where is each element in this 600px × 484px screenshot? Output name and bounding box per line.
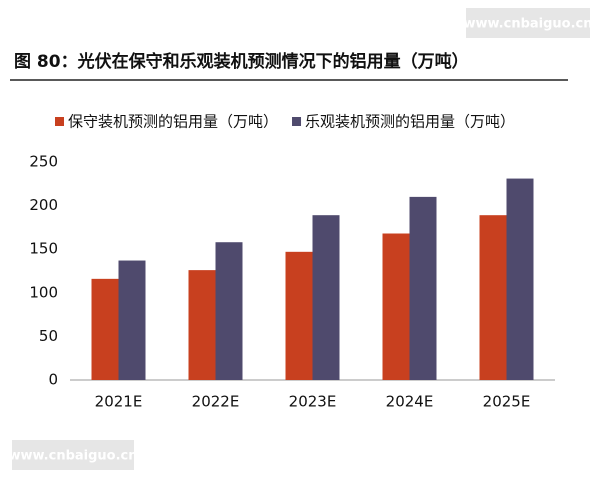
x-tick-label: 2024E	[386, 393, 434, 411]
y-tick-label: 100	[29, 283, 58, 301]
x-tick-label: 2021E	[95, 393, 143, 411]
bar	[215, 242, 243, 380]
bar	[118, 260, 146, 380]
legend-label: 保守装机预测的铝用量（万吨）	[68, 113, 278, 131]
legend-label: 乐观装机预测的铝用量（万吨）	[305, 113, 515, 131]
watermark: www.cnbaiguo.cn	[8, 449, 137, 464]
watermark-box	[466, 8, 590, 38]
y-tick-label: 50	[39, 327, 58, 345]
legend-swatch	[55, 117, 64, 126]
x-tick-label: 2022E	[192, 393, 240, 411]
bar	[382, 233, 410, 380]
bar	[506, 178, 534, 380]
x-tick-label: 2025E	[483, 393, 531, 411]
chart-title: 图 80：光伏在保守和乐观装机预测情况下的铝用量（万吨）	[14, 51, 469, 72]
bar	[285, 251, 313, 380]
bar	[479, 215, 507, 380]
bar	[312, 215, 340, 380]
watermark-box	[12, 440, 134, 470]
watermark: www.cnbaiguo.cn	[463, 17, 592, 32]
legend-swatch	[292, 117, 302, 126]
x-tick-label: 2023E	[289, 393, 337, 411]
y-tick-label: 150	[29, 240, 58, 258]
y-tick-label: 200	[29, 196, 58, 214]
bar	[91, 278, 119, 380]
y-tick-label: 250	[29, 153, 58, 171]
bar	[188, 270, 216, 380]
y-tick-label: 0	[48, 371, 58, 389]
bar	[409, 196, 437, 380]
